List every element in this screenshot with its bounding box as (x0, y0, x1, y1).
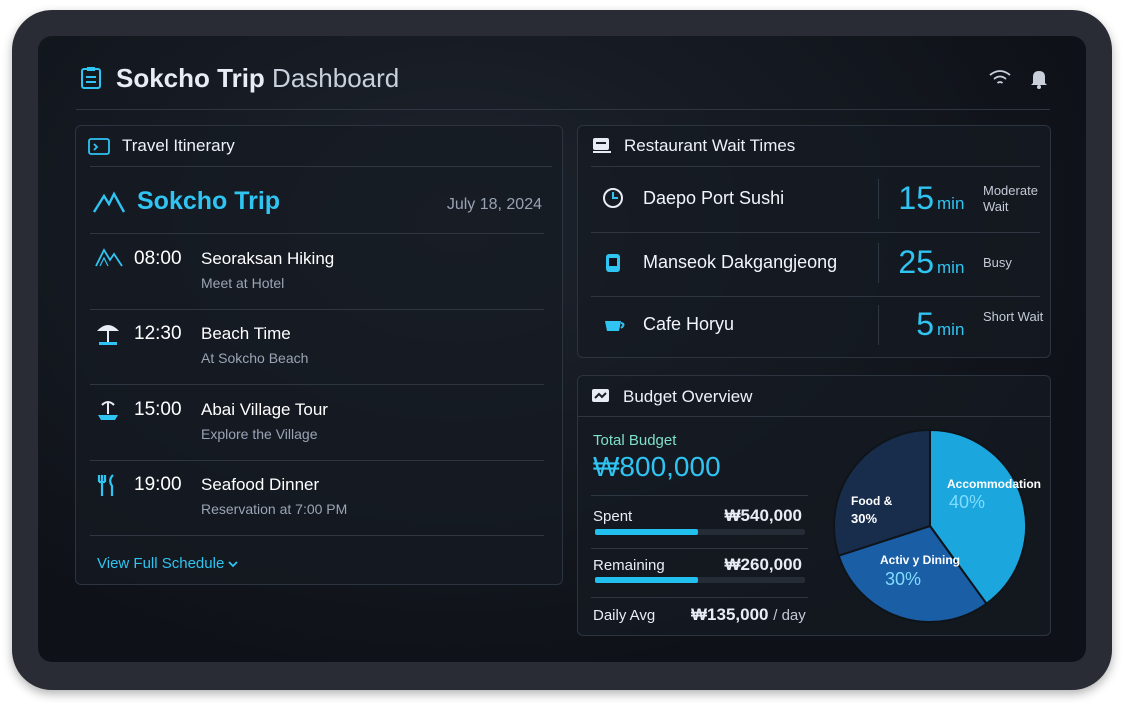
progress-track (595, 529, 805, 535)
divider (90, 166, 552, 167)
daily-label: Daily Avg (593, 607, 656, 624)
slice-label: Activ y Dining (880, 553, 960, 567)
slice-label: Accommodation (947, 477, 1041, 491)
daily-row: ₩135,000 / day (691, 605, 806, 625)
budget-icon (592, 389, 609, 402)
remaining-bar (595, 577, 698, 583)
row-value: ₩540,000 (724, 506, 803, 525)
activity-icon (95, 248, 123, 267)
link-text[interactable]: View Full Schedule (97, 555, 225, 572)
total-value: ₩800,000 (593, 451, 721, 482)
item-title: Seoraksan Hiking (201, 249, 335, 268)
slice-value: 30% (885, 569, 921, 589)
panel-title: Restaurant Wait Times (624, 136, 796, 155)
wait-unit: min (937, 194, 965, 213)
restaurant-name: Manseok Dakgangjeong (643, 252, 838, 272)
item-time: 08:00 (134, 248, 182, 269)
col-divider (878, 243, 879, 283)
title-rest: Dashboard (272, 63, 400, 93)
col-divider (878, 305, 879, 345)
daily-value: ₩135,000 (691, 605, 769, 624)
item-title: Abai Village Tour (201, 399, 328, 419)
item-title: Seafood Dinner (201, 474, 320, 494)
row-value: ₩260,000 (724, 555, 803, 574)
activity-icon (98, 400, 118, 420)
item-time: 12:30 (134, 323, 182, 345)
wait-value: 5 (916, 306, 934, 342)
divider (591, 232, 1040, 233)
item-detail: Explore the Village (201, 425, 318, 442)
activity-icon (97, 325, 119, 346)
chevron-icon[interactable] (228, 560, 239, 568)
divider (90, 384, 544, 386)
divider (591, 597, 808, 598)
item-detail: Reservation at 7:00 PM (201, 500, 348, 517)
divider (591, 548, 808, 549)
wait-status: Busy (983, 255, 1012, 270)
mountain-icon (92, 191, 126, 213)
divider (578, 416, 1050, 417)
app-title: Sokcho Trip Dashboard (116, 63, 399, 94)
panel-title: Budget Overview (623, 387, 753, 406)
total-label: Total Budget (593, 432, 677, 449)
row-label: Remaining (593, 557, 665, 574)
col-divider (878, 179, 879, 219)
item-time: 15:00 (134, 398, 182, 420)
item-detail: At Sokcho Beach (201, 350, 309, 367)
slice-value: 40% (949, 492, 985, 512)
itinerary-panel (75, 125, 563, 585)
wait-value: 15 (898, 180, 934, 216)
pie-slice (837, 524, 988, 623)
item-detail: Meet at Hotel (201, 275, 285, 291)
progress-track (595, 577, 805, 583)
pie-slice (929, 428, 1027, 606)
view-schedule-link[interactable]: View Full Schedule (97, 555, 239, 572)
title-strong: Sokcho Trip (116, 63, 265, 93)
slice-label: Food & (851, 494, 893, 508)
wait-status: Moderate Wait (983, 183, 1038, 214)
restaurant-panel (577, 125, 1051, 358)
restaurant-icon (593, 138, 611, 153)
activity-icon (97, 474, 114, 496)
wait-status: Short Wait (983, 309, 1044, 324)
slice-value: 30% (851, 511, 877, 526)
restaurant-icon (603, 188, 623, 208)
restaurant-name: Daepo Port Sushi (643, 188, 785, 208)
divider (591, 296, 1040, 297)
item-title: Beach Time (201, 324, 291, 344)
restaurant-icon (605, 321, 625, 331)
row-label: Spent (593, 508, 633, 525)
daily-unit: / day (773, 607, 806, 624)
clipboard-icon (81, 67, 101, 89)
wait-value: 25 (898, 244, 934, 280)
panel-title: Travel Itinerary (122, 136, 235, 155)
trip-name: Sokcho Trip (137, 187, 281, 215)
wait-unit: min (937, 320, 965, 339)
divider (90, 309, 544, 310)
restaurant-icon (606, 254, 620, 272)
spent-bar (595, 529, 698, 535)
item-time: 19:00 (134, 473, 182, 495)
trip-date: July 18, 2024 (446, 196, 542, 213)
divider (90, 459, 544, 461)
pie-slice (833, 428, 931, 557)
divider (90, 233, 544, 234)
wait-unit: min (937, 258, 965, 277)
wifi-icon[interactable] (988, 69, 1012, 87)
header-divider (76, 109, 1050, 110)
restaurant-name: Cafe Horyu (643, 314, 735, 334)
divider (591, 495, 808, 496)
divider (591, 166, 1040, 167)
bell-icon[interactable] (1030, 69, 1048, 89)
divider (90, 534, 544, 536)
itinerary-icon (88, 138, 110, 155)
